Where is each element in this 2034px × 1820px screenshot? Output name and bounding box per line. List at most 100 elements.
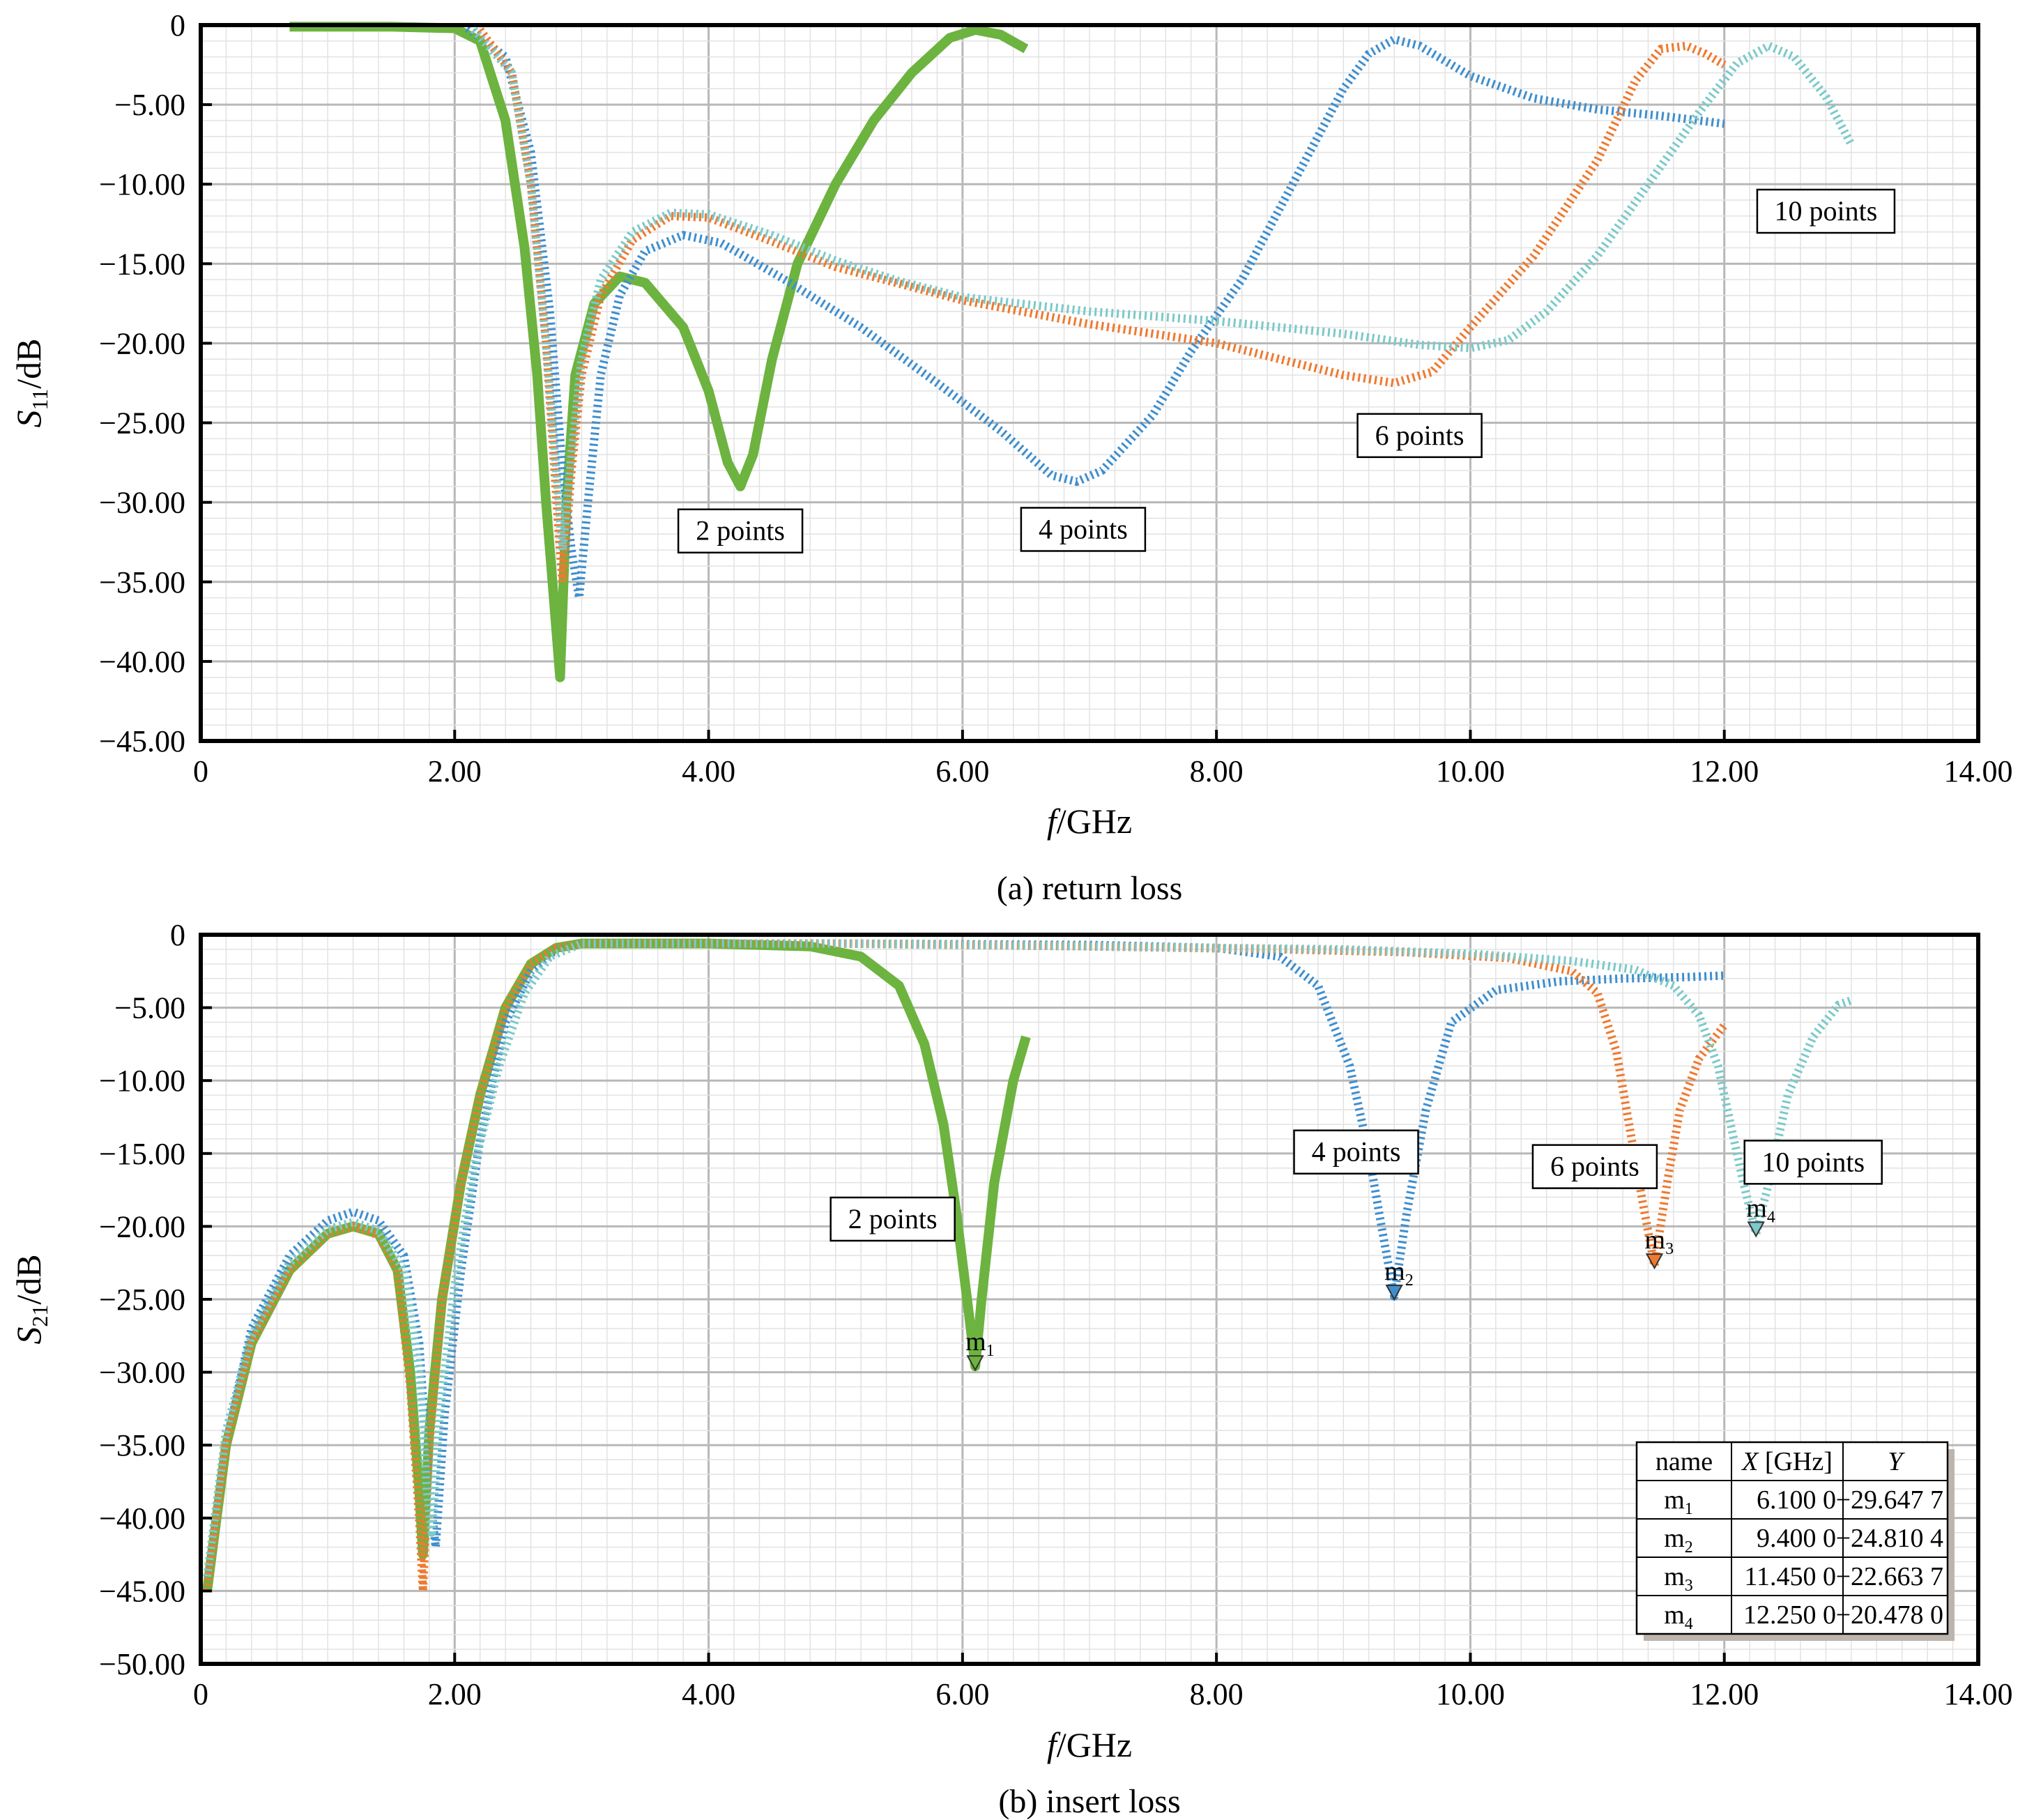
- series-label-text: 6 points: [1375, 420, 1465, 451]
- y-tick-label: −30.00: [99, 1356, 185, 1390]
- y-tick-label: −20.00: [99, 1209, 185, 1244]
- x-tick-label: 4.00: [682, 754, 735, 788]
- series-label-text: 10 points: [1761, 1146, 1865, 1177]
- y-tick-label: −15.00: [99, 1137, 185, 1171]
- x-tick-label: 12.00: [1690, 754, 1759, 788]
- table-cell: m2: [1664, 1524, 1693, 1557]
- y-tick-label: −15.00: [99, 247, 185, 281]
- x-tick-label: 14.00: [1944, 754, 2013, 788]
- marker-triangle: [1385, 1285, 1403, 1301]
- table-cell: −20.478 0: [1836, 1600, 1943, 1630]
- series-label-text: 10 points: [1775, 195, 1878, 227]
- marker-table: name X [GHz] Ym1 6.100 0 −29.647 7m2 9.400 0−…: [1635, 1441, 1955, 1641]
- y-axis-label: S11/dB: [9, 338, 52, 427]
- y-axis-label: S21/dB: [9, 1254, 52, 1344]
- series-label: 4 points: [1020, 507, 1147, 552]
- marker-m4: m4: [1746, 1193, 1775, 1238]
- plot-area: [289, 22, 1856, 682]
- grid: [199, 24, 1980, 742]
- table-cell: m4: [1664, 1600, 1693, 1633]
- series-label-text: 2 points: [696, 515, 785, 546]
- y-tick-label: −35.00: [99, 565, 185, 599]
- series-label: 6 points: [1356, 413, 1483, 459]
- marker-m1: m1: [965, 1327, 995, 1372]
- series-label-text: 6 points: [1550, 1151, 1639, 1182]
- series-label-box: [677, 508, 804, 553]
- caption: (a) return loss: [997, 870, 1183, 907]
- x-tick-label: 10.00: [1436, 754, 1505, 788]
- series-label-box: [829, 1196, 956, 1242]
- marker-label: m3: [1645, 1225, 1674, 1258]
- series-label-box: [1531, 1144, 1658, 1189]
- x-tick-labels: 0 2.00 4.00 6.00 8.00 10.00 12.00 14.00: [193, 730, 2013, 788]
- x-tick-label: 2.00: [428, 754, 482, 788]
- plot-area: [202, 938, 1853, 1596]
- table-header: Y: [1888, 1447, 1905, 1476]
- y-tick-label: −35.00: [99, 1428, 185, 1462]
- series-line-2-points: [202, 938, 1031, 1592]
- series-label: 10 points: [1743, 1140, 1883, 1185]
- table-cell: −22.663 7: [1836, 1562, 1943, 1591]
- series-label-box: [1293, 1129, 1419, 1175]
- y-tick-label: −30.00: [99, 486, 185, 520]
- table-cell: 6.100 0: [1757, 1485, 1836, 1515]
- y-tick-label: 0: [170, 8, 185, 43]
- x-tick-label: 8.00: [1190, 1677, 1244, 1711]
- x-axis-label: f/GHz: [1047, 802, 1132, 841]
- caption: (b) insert loss: [998, 1783, 1180, 1820]
- marker-triangle: [1645, 1253, 1664, 1270]
- series-label: 6 points: [1531, 1144, 1658, 1189]
- x-tick-label: 10.00: [1436, 1677, 1505, 1711]
- table-header: name: [1656, 1447, 1713, 1476]
- marker-m2: m2: [1384, 1257, 1414, 1301]
- table-header: X [GHz]: [1741, 1447, 1833, 1476]
- marker-triangle: [1747, 1221, 1765, 1238]
- markers: m1 m2 m3 m4: [965, 1193, 1775, 1372]
- y-tick-label: 0: [170, 918, 185, 952]
- series-label: 2 points: [677, 508, 804, 553]
- series-label-text: 2 points: [848, 1203, 938, 1234]
- series-line-6-points: [476, 27, 1727, 586]
- series-label: 4 points: [1293, 1129, 1419, 1175]
- y-tick-label: −40.00: [99, 645, 185, 679]
- return-loss-panel: 0 2.00 4.00 6.00 8.00 10.00 12.00 14.00 0 −5.00 −…: [9, 8, 2013, 907]
- y-tick-label: −10.00: [99, 1064, 185, 1098]
- y-tick-label: −45.00: [99, 1574, 185, 1608]
- series-labels: 2 points 4 points 6 points 10 points: [829, 1129, 1883, 1242]
- y-tick-label: −50.00: [99, 1647, 185, 1681]
- series-label-box: [1756, 188, 1896, 234]
- marker-triangle: [966, 1355, 984, 1372]
- series-label-box: [1020, 507, 1147, 552]
- y-tick-label: −45.00: [99, 724, 185, 758]
- y-tick-label: −40.00: [99, 1501, 185, 1536]
- x-tick-label: 12.00: [1690, 1677, 1759, 1711]
- marker-m3: m3: [1645, 1225, 1674, 1270]
- series-label-box: [1743, 1140, 1883, 1185]
- y-tick-label: −5.00: [114, 88, 185, 122]
- y-tick-label: −20.00: [99, 326, 185, 360]
- table-cell: 12.250 0: [1743, 1600, 1836, 1630]
- table-cell: −24.810 4: [1836, 1524, 1943, 1553]
- insert-loss-panel: 0 2.00 4.00 6.00 8.00 10.00 12.00 14.00 0 −5.00 −…: [9, 918, 2013, 1820]
- y-tick-labels: 0 −5.00 −10.00 −15.00 −20.00 −25.00 −30.00 −35.…: [99, 918, 212, 1681]
- table-cell: −29.647 7: [1836, 1485, 1943, 1515]
- series-label-text: 4 points: [1312, 1136, 1401, 1168]
- table-cell: 11.450 0: [1744, 1562, 1836, 1591]
- marker-label: m4: [1746, 1193, 1775, 1226]
- y-tick-label: −25.00: [99, 406, 185, 441]
- series-label-text: 4 points: [1039, 513, 1128, 544]
- x-tick-labels: 0 2.00 4.00 6.00 8.00 10.00 12.00 14.00: [193, 1653, 2013, 1711]
- table-cell: 9.400 0: [1757, 1524, 1836, 1553]
- table-cell: m3: [1664, 1562, 1693, 1595]
- x-axis-label: f/GHz: [1047, 1725, 1132, 1764]
- y-tick-label: −5.00: [114, 991, 185, 1025]
- y-tick-label: −25.00: [99, 1283, 185, 1317]
- series-labels: 2 points 4 points 6 points 10 points: [677, 188, 1896, 553]
- x-tick-label: 6.00: [935, 754, 989, 788]
- x-tick-label: 14.00: [1944, 1677, 2013, 1711]
- plot-frame: [199, 23, 1980, 743]
- x-tick-label: 6.00: [935, 1677, 989, 1711]
- x-tick-label: 8.00: [1190, 754, 1244, 788]
- marker-label: m2: [1384, 1257, 1414, 1290]
